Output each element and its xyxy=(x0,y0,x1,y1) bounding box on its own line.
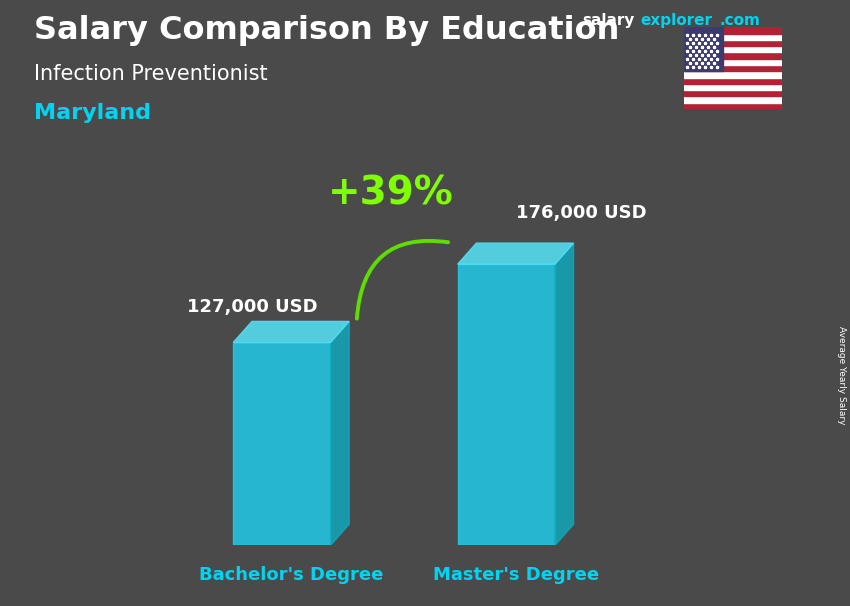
Text: +39%: +39% xyxy=(327,175,453,213)
Text: .com: .com xyxy=(719,13,760,28)
Bar xyxy=(684,27,723,72)
Bar xyxy=(684,78,782,84)
Bar xyxy=(684,90,782,96)
Text: Bachelor's Degree: Bachelor's Degree xyxy=(199,567,383,585)
Bar xyxy=(684,59,782,65)
Polygon shape xyxy=(555,243,574,545)
Bar xyxy=(684,53,782,59)
Bar xyxy=(684,33,782,40)
Bar xyxy=(457,264,555,545)
Bar xyxy=(684,103,782,109)
Text: 176,000 USD: 176,000 USD xyxy=(516,204,646,222)
Text: 127,000 USD: 127,000 USD xyxy=(187,298,317,316)
Bar xyxy=(684,72,782,78)
Polygon shape xyxy=(233,321,349,342)
Text: explorer: explorer xyxy=(640,13,712,28)
Text: Salary Comparison By Education: Salary Comparison By Education xyxy=(34,15,620,46)
Bar xyxy=(684,65,782,72)
Bar xyxy=(684,27,782,33)
Text: Average Yearly Salary: Average Yearly Salary xyxy=(836,327,846,425)
Text: Infection Preventionist: Infection Preventionist xyxy=(34,64,268,84)
Bar xyxy=(684,46,782,53)
Bar xyxy=(684,96,782,103)
FancyArrowPatch shape xyxy=(357,241,448,319)
Polygon shape xyxy=(331,321,349,545)
Bar xyxy=(233,342,331,545)
Bar xyxy=(684,40,782,46)
Polygon shape xyxy=(457,243,574,264)
Text: Master's Degree: Master's Degree xyxy=(433,567,598,585)
Text: Maryland: Maryland xyxy=(34,103,151,123)
Bar xyxy=(684,84,782,90)
Text: salary: salary xyxy=(582,13,635,28)
